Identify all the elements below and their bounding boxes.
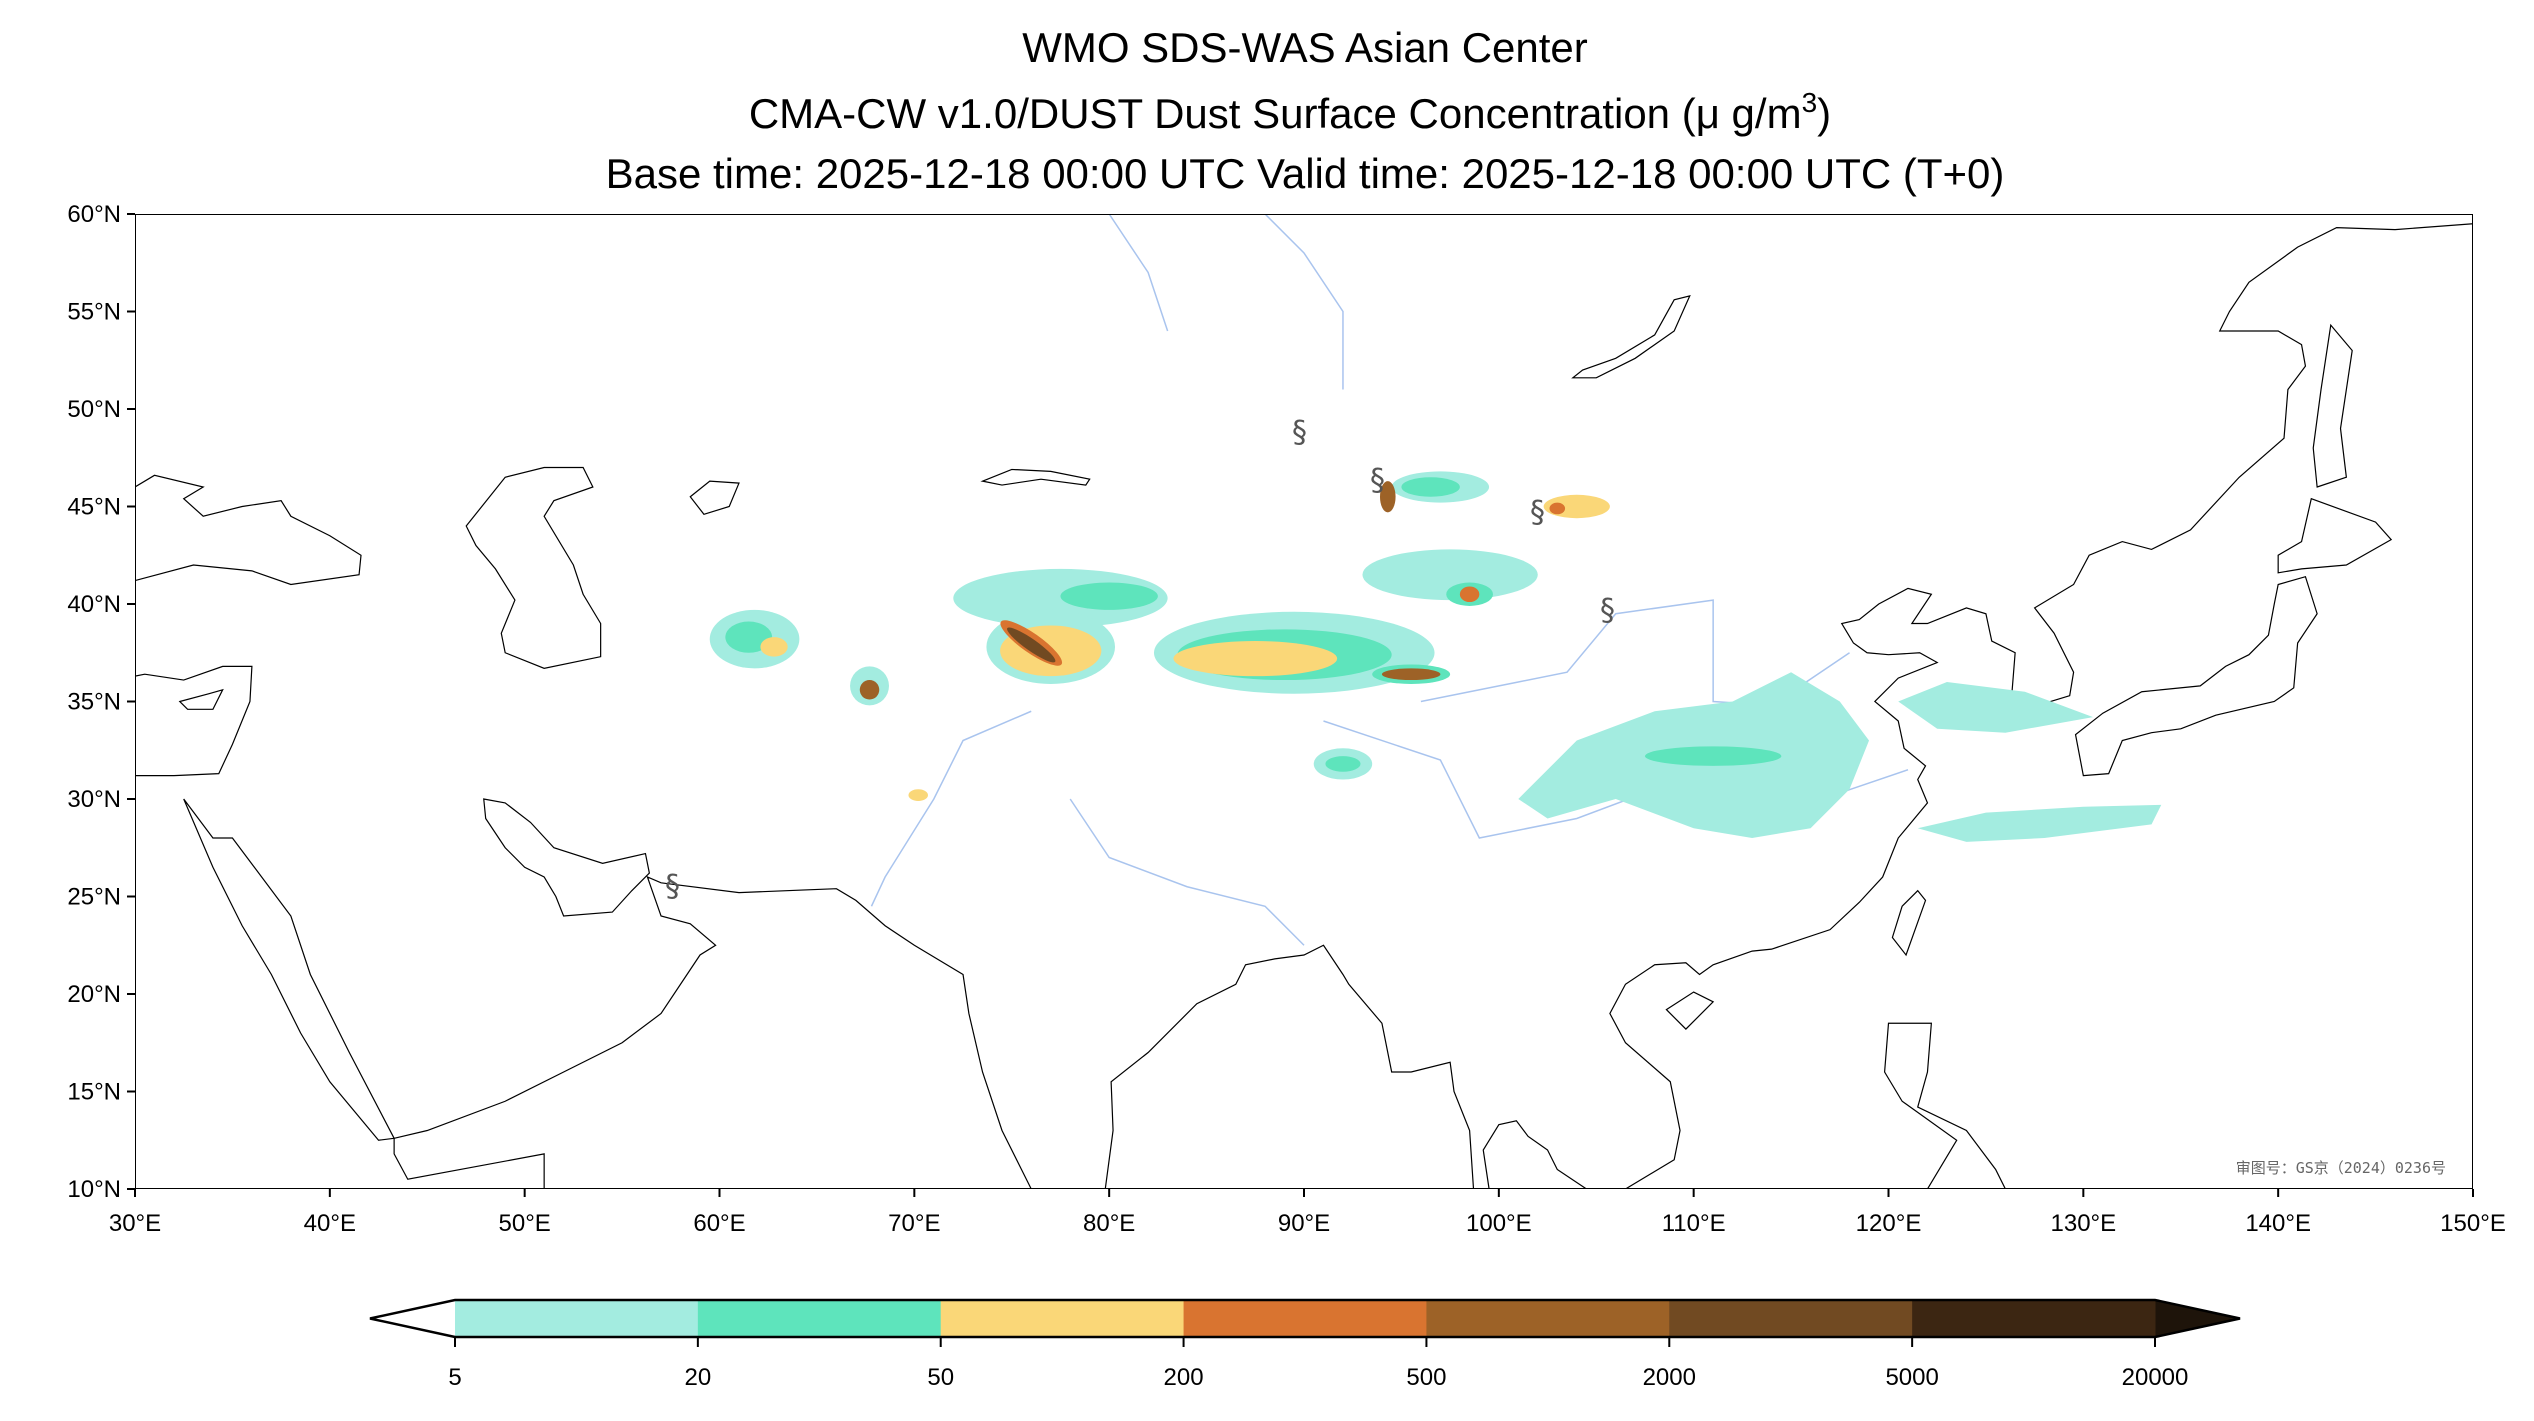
islands [180, 325, 2391, 1193]
hainan [1666, 992, 1713, 1029]
x-tick-label: 140°E [2245, 1210, 2311, 1237]
dust-high-mongolia-east [1549, 502, 1566, 515]
x-tick-label: 150°E [2440, 1210, 2506, 1237]
dust-core-fergana [1060, 582, 1158, 610]
dust-extreme-qaidam [1381, 668, 1441, 681]
dust-high-gobi [1459, 586, 1480, 603]
dust-region-east-china-sea [1917, 804, 2162, 842]
oceans [135, 224, 2473, 1189]
colorbar-label: 50 [927, 1364, 954, 1391]
dust-region-gobi [1362, 549, 1538, 601]
map-area [135, 214, 2473, 1193]
title-line-1: WMO SDS-WAS Asian Center [1022, 24, 1588, 71]
colorbar-segment [1912, 1300, 2156, 1337]
y-tick-label: 45°N [67, 494, 121, 521]
colorbar-segment [455, 1300, 699, 1337]
colorbar-segment [697, 1300, 942, 1337]
yenisei-river [1265, 214, 1343, 390]
ganges-river [1070, 799, 1304, 945]
y-tick-label: 10°N [67, 1176, 121, 1203]
map-approval-watermark: 审图号：GS京（2024）0236号 [2236, 1159, 2446, 1177]
title-line-3: Base time: 2025-12-18 00:00 UTC Valid ti… [606, 150, 2005, 197]
x-tick-label: 70°E [888, 1210, 940, 1237]
dust-high-mongolia-border [1379, 481, 1396, 513]
x-tick-label: 80°E [1083, 1210, 1135, 1237]
red-sea [184, 799, 394, 1140]
colorbar-label: 200 [1164, 1364, 1204, 1391]
lake-balkhash [983, 469, 1090, 485]
taiwan [1892, 891, 1925, 955]
bay-of-bengal [1105, 945, 1473, 1189]
colorbar-segment [1669, 1300, 1913, 1337]
dust-core-tarim [1173, 641, 1338, 677]
dust-storm-marker: § [1370, 463, 1385, 498]
colorbar-label: 20 [685, 1364, 712, 1391]
lake-baikal [1573, 296, 1690, 378]
dust-mid-central-china [1644, 746, 1782, 766]
land-background [135, 214, 2473, 1189]
colorbar-under-arrow [370, 1300, 455, 1337]
y-tick-label: 50°N [67, 396, 121, 423]
x-tick-label: 120°E [1856, 1210, 1922, 1237]
philippines [1885, 1023, 2006, 1189]
dust-extreme-afghanistan [859, 680, 880, 700]
colorbar-label: 500 [1406, 1364, 1446, 1391]
dust-core-turkmenistan [725, 621, 773, 653]
y-tick-label: 25°N [67, 884, 121, 911]
caspian-sea [466, 468, 600, 669]
y-tick-label: 30°N [67, 786, 121, 813]
dust-concentration-field [709, 471, 2162, 842]
x-tick-label: 40°E [304, 1210, 356, 1237]
colorbar-label: 5 [448, 1364, 461, 1391]
y-tick-label: 40°N [67, 591, 121, 618]
mediterranean-sea [135, 666, 252, 775]
colorbar: 5 20 50 200 500 2000 5000 20000 [369, 1298, 2241, 1391]
persian-gulf [484, 799, 650, 916]
x-tick-label: 50°E [499, 1210, 551, 1237]
x-axis-ticks: 30°E 40°E 50°E 60°E 70°E 80°E 90°E 100°E 110°E 12… [109, 1189, 2506, 1237]
dust-storm-marker: § [1600, 593, 1615, 628]
y-tick-label: 20°N [67, 981, 121, 1008]
japan [2076, 577, 2318, 776]
hokkaido [2278, 499, 2391, 573]
y-axis-ticks: 10°N 15°N 20°N 25°N 30°N 35°N 40°N 45°N 50°N 55°N… [67, 201, 135, 1203]
dust-storm-marker: § [1530, 495, 1545, 530]
black-sea [135, 475, 361, 584]
x-tick-label: 30°E [109, 1210, 161, 1237]
y-tick-label: 55°N [67, 299, 121, 326]
title-line-2: CMA-CW v1.0/DUST Dust Surface Concentrat… [749, 87, 1831, 137]
y-tick-label: 15°N [67, 1079, 121, 1106]
arabian-sea [394, 877, 1031, 1189]
indus-river [871, 711, 1031, 906]
colorbar-segment [940, 1300, 1185, 1337]
x-tick-label: 130°E [2051, 1210, 2117, 1237]
dust-core-turkmenistan-2 [760, 637, 788, 657]
colorbar-over-arrow [2155, 1300, 2240, 1337]
colorbar-segment [1183, 1300, 1427, 1337]
x-tick-label: 100°E [1466, 1210, 1532, 1237]
dust-mid-tibet [1325, 756, 1361, 772]
colorbar-segment [1426, 1300, 1670, 1337]
dust-region-pakistan [908, 789, 928, 801]
pacific-and-china-seas [1483, 224, 2473, 1189]
y-tick-label: 60°N [67, 201, 121, 228]
colorbar-label: 20000 [2122, 1364, 2189, 1391]
dust-region-yellow-sea [1898, 682, 2094, 733]
cyprus [180, 690, 223, 710]
dust-storm-marker: § [665, 869, 680, 904]
ob-river [1109, 214, 1167, 331]
colorbar-label: 5000 [1885, 1364, 1938, 1391]
x-tick-label: 60°E [693, 1210, 745, 1237]
y-tick-label: 35°N [67, 689, 121, 716]
colorbar-label: 2000 [1643, 1364, 1696, 1391]
aral-sea [690, 481, 739, 514]
x-tick-label: 90°E [1278, 1210, 1330, 1237]
x-tick-label: 110°E [1662, 1210, 1726, 1237]
dust-storm-marker: § [1292, 415, 1307, 450]
sakhalin [2313, 325, 2352, 487]
dust-mid-mongolia-west [1401, 477, 1460, 497]
dust-extreme-pamir [1007, 627, 1056, 663]
